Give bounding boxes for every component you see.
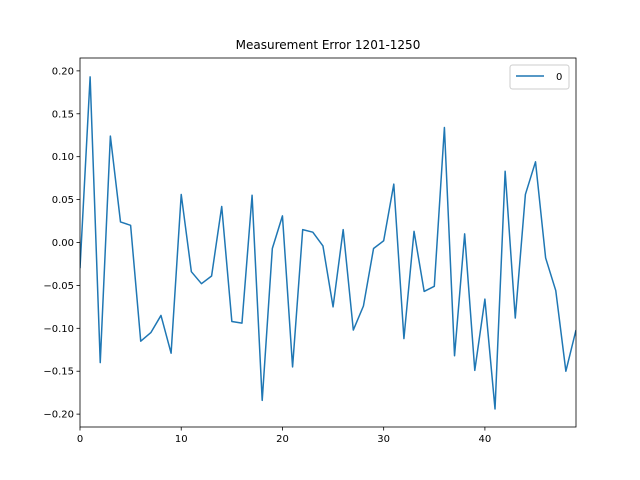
- x-tick-label: 40: [479, 434, 492, 445]
- legend-label: 0: [556, 72, 562, 83]
- legend: 0: [509, 64, 570, 90]
- y-tick-label: 0.15: [52, 109, 74, 120]
- x-tick-label: 10: [175, 434, 188, 445]
- y-tick-label: 0.05: [52, 195, 74, 206]
- x-tick-label: 0: [77, 434, 83, 445]
- x-tick-label: 20: [276, 434, 289, 445]
- y-tick-label: −0.20: [43, 410, 74, 421]
- series-line-0: [80, 76, 576, 410]
- x-tick-label: 30: [377, 434, 390, 445]
- chart-title: Measurement Error 1201-1250: [236, 38, 421, 52]
- plot-area: 0 10 20 30 40 −0.20 −0.15 −0.10 −0.05 0.00 0.05 0.1…: [43, 57, 577, 445]
- legend-box: [509, 64, 570, 90]
- y-tick-label: −0.10: [43, 324, 74, 335]
- y-tick-label: 0.10: [52, 152, 74, 163]
- y-tick-label: 0.20: [52, 66, 74, 77]
- y-tick-label: −0.05: [43, 281, 74, 292]
- y-tick-label: −0.15: [43, 367, 74, 378]
- y-tick-label: 0.00: [52, 238, 74, 249]
